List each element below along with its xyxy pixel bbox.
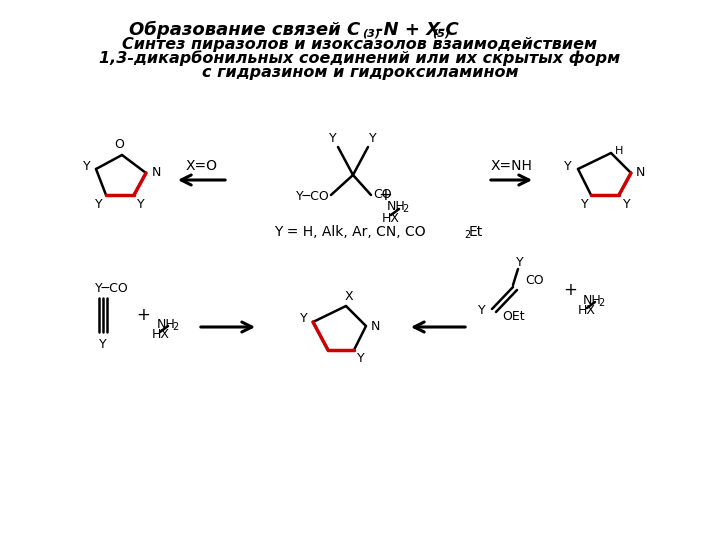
- Text: HX: HX: [152, 328, 170, 341]
- Text: Y: Y: [138, 198, 145, 211]
- Text: N: N: [370, 320, 379, 333]
- Text: +: +: [563, 281, 577, 299]
- Text: NH: NH: [157, 318, 176, 330]
- Text: +: +: [136, 306, 150, 324]
- Text: Y: Y: [624, 198, 631, 211]
- Text: NH: NH: [583, 294, 602, 307]
- Text: Y: Y: [300, 312, 308, 325]
- Text: Синтез пиразолов и изоксазолов взаимодействием: Синтез пиразолов и изоксазолов взаимодей…: [122, 37, 598, 51]
- Text: Y: Y: [95, 198, 103, 211]
- Text: X: X: [345, 291, 354, 303]
- Text: Y = H, Alk, Ar, CN, CO: Y = H, Alk, Ar, CN, CO: [274, 225, 426, 239]
- Text: X=NH: X=NH: [491, 159, 533, 173]
- Text: 2: 2: [402, 204, 408, 214]
- Text: (5): (5): [432, 29, 450, 39]
- Text: Y: Y: [564, 160, 572, 173]
- Text: HX: HX: [382, 212, 400, 225]
- Text: Y─CO: Y─CO: [296, 191, 330, 204]
- Text: Y─CO: Y─CO: [95, 281, 129, 294]
- Text: Y: Y: [84, 159, 91, 172]
- Text: O: O: [114, 138, 124, 152]
- Text: Y: Y: [99, 339, 107, 352]
- Text: Y: Y: [516, 256, 524, 269]
- Text: Et: Et: [469, 225, 483, 239]
- Text: N: N: [151, 166, 161, 179]
- Text: с гидразином и гидроксиламином: с гидразином и гидроксиламином: [202, 64, 518, 79]
- Text: HX: HX: [578, 305, 596, 318]
- Text: 2: 2: [598, 298, 604, 308]
- Text: H: H: [615, 146, 624, 156]
- Text: Y: Y: [478, 303, 486, 316]
- Text: (3): (3): [362, 29, 380, 39]
- Text: Y: Y: [357, 353, 365, 366]
- Text: Y: Y: [369, 132, 377, 145]
- Text: CO: CO: [374, 188, 392, 201]
- Text: 2: 2: [464, 230, 470, 240]
- Text: Y: Y: [329, 132, 337, 145]
- Text: 2: 2: [172, 322, 179, 332]
- Text: CO: CO: [525, 273, 544, 287]
- Text: 1,3-дикарбонильных соединений или их скрытых форм: 1,3-дикарбонильных соединений или их скр…: [99, 50, 621, 66]
- Text: NH: NH: [387, 199, 406, 213]
- Text: -N + X-С: -N + X-С: [376, 21, 459, 39]
- Text: OEt: OEt: [502, 310, 525, 323]
- Text: Y: Y: [581, 198, 589, 211]
- Text: Образование связей С: Образование связей С: [129, 21, 360, 39]
- Text: N: N: [635, 166, 644, 179]
- Text: +: +: [378, 186, 392, 204]
- Text: X=O: X=O: [186, 159, 218, 173]
